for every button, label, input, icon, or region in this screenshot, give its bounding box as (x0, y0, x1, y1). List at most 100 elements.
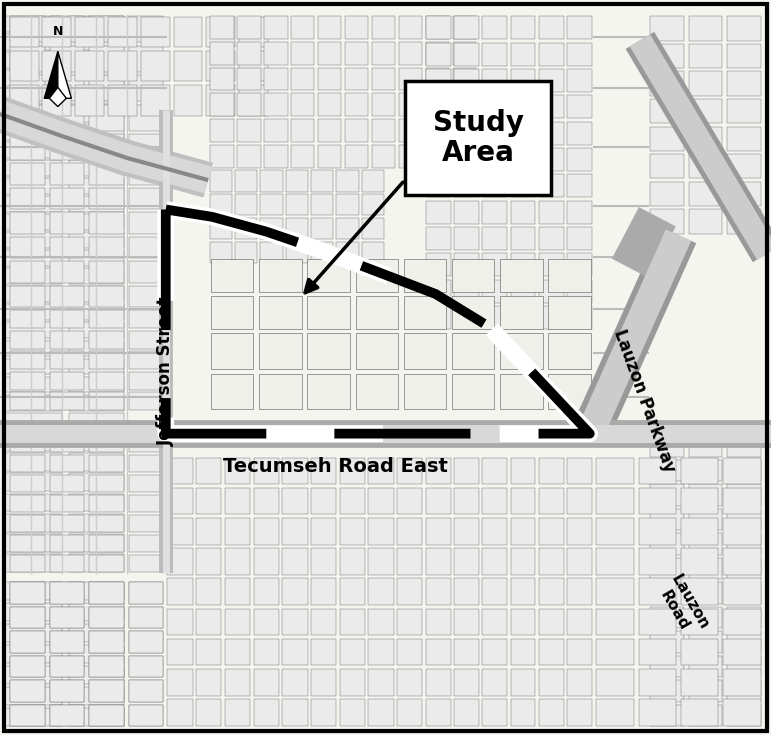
Bar (650, 582, 684, 603)
Bar (129, 351, 163, 369)
Bar (650, 154, 684, 179)
Bar (129, 286, 163, 307)
Bar (650, 606, 684, 628)
Bar (539, 121, 564, 145)
Bar (539, 16, 564, 40)
Bar (510, 609, 535, 635)
Bar (4, 376, 62, 392)
Bar (426, 609, 450, 635)
Bar (211, 259, 254, 292)
Bar (69, 666, 123, 684)
Bar (4, 624, 62, 642)
Bar (89, 134, 124, 160)
Bar (397, 488, 423, 514)
Bar (196, 548, 221, 575)
Bar (173, 85, 202, 115)
Bar (69, 268, 123, 284)
Bar (483, 548, 507, 575)
Bar (567, 457, 592, 484)
Bar (689, 44, 722, 68)
Bar (129, 104, 163, 131)
Bar (69, 304, 123, 320)
Bar (89, 680, 124, 702)
Bar (727, 209, 761, 234)
Bar (548, 296, 591, 329)
Bar (129, 495, 163, 512)
Bar (49, 514, 84, 532)
Bar (399, 119, 423, 142)
Bar (681, 609, 719, 635)
Bar (4, 232, 62, 248)
Bar (49, 187, 84, 209)
Bar (650, 126, 684, 151)
Bar (404, 373, 446, 409)
Bar (362, 218, 384, 240)
Bar (42, 51, 71, 82)
Bar (372, 16, 396, 39)
Bar (723, 669, 761, 695)
Bar (10, 85, 39, 115)
Bar (454, 43, 479, 66)
Bar (254, 518, 279, 545)
Bar (500, 296, 543, 329)
Bar (254, 578, 279, 605)
Bar (689, 631, 722, 653)
Bar (318, 68, 342, 90)
Text: Tecumseh Road East: Tecumseh Road East (223, 457, 448, 476)
Bar (291, 68, 315, 90)
Bar (282, 488, 308, 514)
Bar (4, 453, 62, 471)
Bar (259, 373, 301, 409)
Bar (10, 163, 45, 184)
Bar (210, 194, 232, 215)
Bar (399, 16, 423, 39)
Bar (261, 194, 283, 215)
Bar (510, 201, 535, 224)
Bar (89, 582, 124, 603)
Bar (291, 42, 315, 65)
Bar (689, 533, 722, 555)
Bar (483, 201, 507, 224)
Bar (196, 669, 221, 695)
Bar (89, 656, 124, 677)
Bar (69, 534, 123, 552)
Bar (454, 121, 479, 145)
Bar (4, 70, 62, 86)
Bar (650, 705, 684, 726)
Bar (311, 639, 336, 665)
Bar (69, 624, 123, 642)
Bar (311, 578, 336, 605)
Bar (369, 457, 394, 484)
Bar (308, 259, 350, 292)
Bar (264, 68, 288, 90)
Bar (49, 705, 84, 726)
Bar (69, 106, 123, 122)
Bar (539, 578, 564, 605)
Bar (426, 254, 450, 276)
Bar (311, 194, 333, 215)
Bar (340, 699, 365, 726)
Bar (167, 488, 193, 514)
Bar (225, 518, 250, 545)
Bar (539, 548, 564, 575)
Bar (210, 42, 234, 65)
Bar (510, 148, 535, 171)
Bar (210, 218, 232, 240)
Bar (4, 214, 62, 230)
Bar (311, 548, 336, 575)
Bar (567, 699, 592, 726)
Bar (318, 145, 342, 168)
Bar (689, 99, 722, 123)
Bar (426, 488, 450, 514)
Bar (4, 433, 62, 451)
Bar (4, 88, 62, 104)
Bar (689, 71, 722, 96)
Bar (723, 488, 761, 514)
Bar (539, 148, 564, 171)
Bar (311, 488, 336, 514)
Bar (4, 124, 62, 140)
Bar (10, 680, 45, 702)
Bar (727, 99, 761, 123)
Bar (723, 609, 761, 635)
Bar (723, 639, 761, 665)
